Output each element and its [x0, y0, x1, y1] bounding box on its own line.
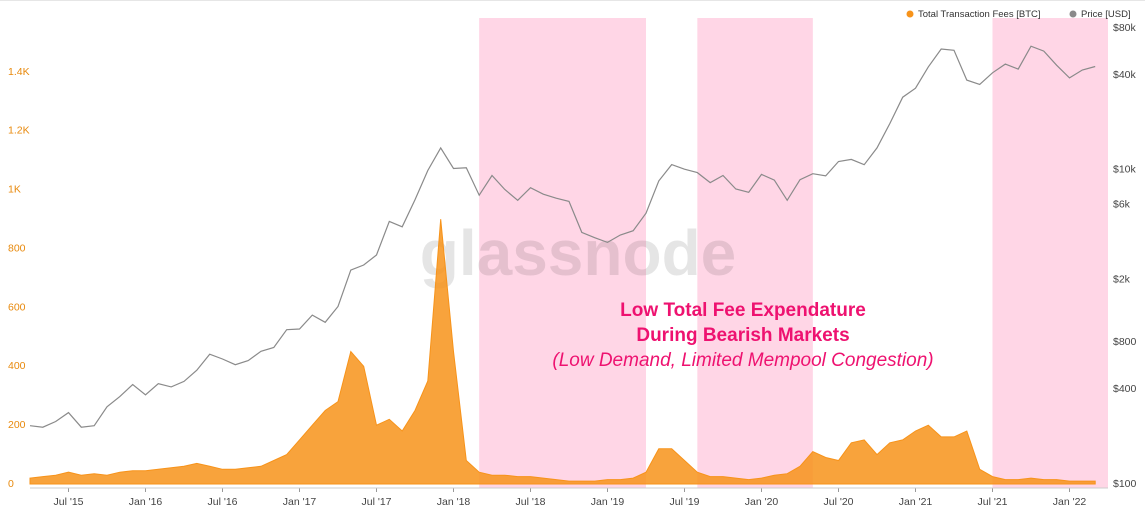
x-tick-label: Jul '21: [977, 496, 1007, 508]
watermark: glassnode: [420, 217, 737, 289]
x-tick-label: Jul '19: [669, 496, 699, 508]
annotation: During Bearish Markets: [636, 325, 849, 346]
y-tick-label: 200: [8, 419, 26, 431]
y-tick-label: 400: [8, 360, 26, 372]
fees-area: [29, 219, 1096, 485]
y2-tick-label: $2k: [1113, 273, 1131, 285]
x-tick-label: Jan '19: [591, 496, 625, 508]
x-tick-label: Jan '18: [437, 496, 471, 508]
x-tick-label: Jul '15: [53, 496, 83, 508]
y-tick-label: 0: [8, 478, 14, 490]
y-tick-label: 1.4K: [8, 66, 30, 78]
price-line: [29, 45, 1096, 428]
x-tick-label: Jan '16: [129, 496, 163, 508]
annotation: (Low Demand, Limited Mempool Congestion): [552, 350, 933, 371]
legend-label: Total Transaction Fees [BTC]: [918, 9, 1041, 20]
y2-tick-label: $40k: [1113, 69, 1137, 81]
legend-marker: [1069, 10, 1077, 18]
y2-tick-label: $80k: [1113, 22, 1137, 34]
y-tick-label: 1.2K: [8, 125, 30, 137]
bearish-range: [479, 18, 646, 488]
y2-tick-label: $800: [1113, 336, 1137, 348]
legend-marker: [906, 10, 914, 18]
x-tick-label: Jul '20: [823, 496, 853, 508]
x-tick-label: Jul '17: [361, 496, 391, 508]
x-tick-label: Jan '21: [899, 496, 933, 508]
y-tick-label: 600: [8, 301, 26, 313]
bearish-range: [992, 18, 1108, 488]
y2-tick-label: $100: [1113, 478, 1137, 490]
bearish-range: [697, 18, 813, 488]
annotation: Low Total Fee Expendature: [620, 300, 866, 321]
y2-tick-label: $10k: [1113, 164, 1137, 176]
x-tick-label: Jul '16: [207, 496, 237, 508]
legend-label: Price [USD]: [1081, 9, 1131, 20]
y-tick-label: 1K: [8, 184, 21, 196]
x-tick-label: Jan '17: [283, 496, 317, 508]
y-tick-label: 800: [8, 242, 26, 254]
y2-tick-label: $6k: [1113, 198, 1131, 210]
x-tick-label: Jul '18: [515, 496, 545, 508]
x-tick-label: Jan '20: [745, 496, 779, 508]
y2-tick-label: $400: [1113, 383, 1137, 395]
x-tick-label: Jan '22: [1053, 496, 1087, 508]
